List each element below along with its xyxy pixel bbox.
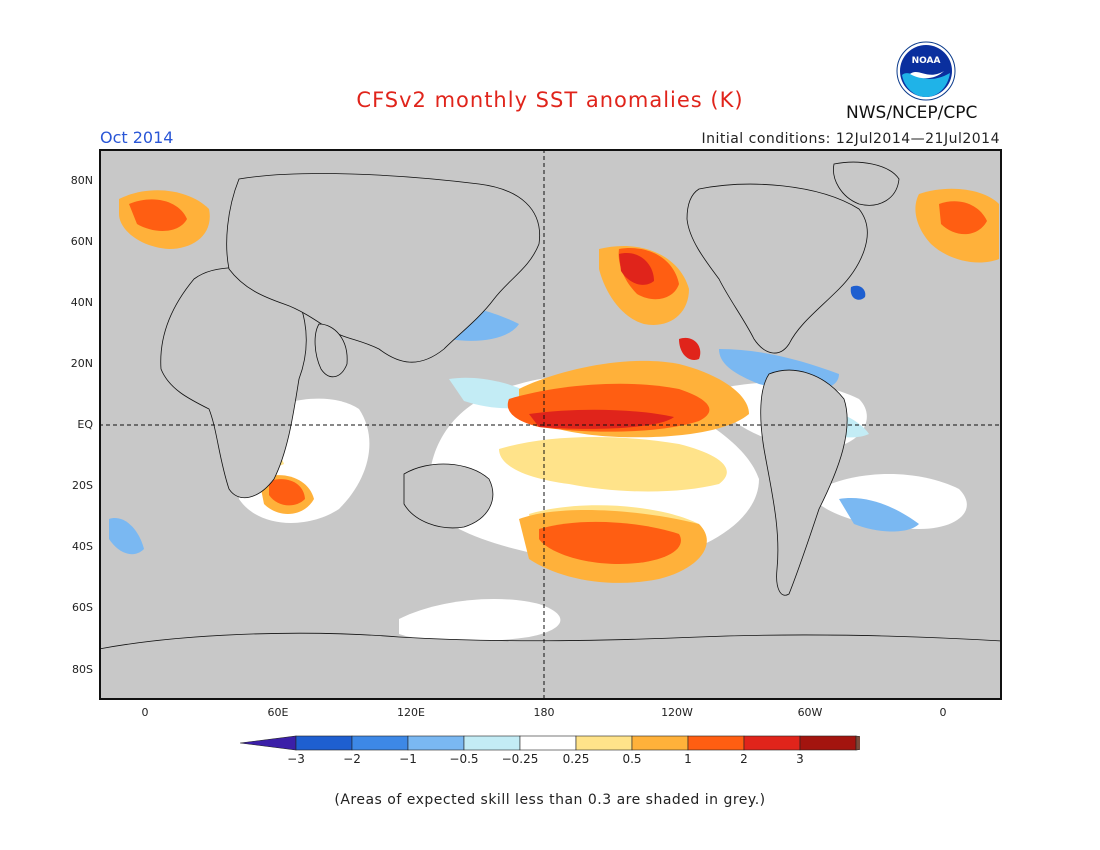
strong-cold-anomaly (850, 285, 866, 300)
colorbar-label: 0.5 (622, 752, 642, 766)
colorbar-label: 3 (796, 752, 804, 766)
colorbar-segment (743, 735, 801, 751)
noaa-logo-icon: NOAA (896, 41, 956, 101)
lat-label-80n: 80N (70, 174, 93, 187)
map-frame (99, 149, 1002, 700)
lat-label-80s: 80S (72, 663, 93, 676)
very-strong-warm-areas (529, 253, 701, 429)
noaa-logo-text: NOAA (912, 56, 941, 66)
south-america-landmass (760, 369, 848, 596)
australia-landmass (403, 463, 494, 529)
lon-label-180: 180 (533, 706, 555, 719)
colorbar-label: −0.25 (501, 752, 539, 766)
lat-label-20n: 20N (70, 357, 93, 370)
skill-footnote: (Areas of expected skill less than 0.3 a… (334, 792, 766, 808)
colorbar-segment (799, 735, 857, 751)
colorbar (240, 735, 860, 751)
agency-label: NWS/NCEP/CPC (846, 103, 978, 123)
colorbar-segment (407, 735, 465, 751)
map-title: CFSv2 monthly SST anomalies (K) (356, 88, 744, 112)
lat-label-20s: 20S (72, 479, 93, 492)
colorbar-segment (463, 735, 521, 751)
colorbar-label: 2 (740, 752, 748, 766)
antarctica-landmass (99, 632, 1002, 700)
colorbar-segment (687, 735, 745, 751)
lon-label-120w: 120W (661, 706, 693, 719)
lon-label-120e: 120E (397, 706, 425, 719)
colorbar-segment (351, 735, 409, 751)
lat-label-40s: 40S (72, 540, 93, 553)
forecast-month: Oct 2014 (100, 128, 174, 147)
colorbar-segment (519, 735, 577, 751)
lon-label-60e: 60E (267, 706, 289, 719)
greenland-landmass (833, 161, 900, 206)
colorbar-label: −1 (399, 752, 417, 766)
colorbar-label: 0.25 (562, 752, 590, 766)
colorbar-segment (631, 735, 689, 751)
lat-label-60n: 60N (70, 235, 93, 248)
colorbar-label: −0.5 (449, 752, 479, 766)
lon-label-0-east: 0 (939, 706, 947, 719)
colorbar-segment (240, 735, 297, 751)
eurasia-landmass (226, 173, 541, 363)
india-landmass (314, 323, 348, 378)
lon-label-0: 0 (141, 706, 149, 719)
colorbar-label: 1 (684, 752, 692, 766)
lat-label-60s: 60S (72, 601, 93, 614)
initial-conditions: Initial conditions: 12Jul2014—21Jul2014 (701, 131, 1000, 147)
sst-anomaly-map (99, 149, 1002, 700)
colorbar-segment (855, 735, 860, 751)
north-america-landmass (686, 183, 868, 354)
lat-label-eq: EQ (77, 418, 93, 431)
colorbar-label: −3 (287, 752, 305, 766)
colorbar-segment (575, 735, 633, 751)
colorbar-segment (295, 735, 353, 751)
lon-label-60w: 60W (797, 706, 823, 719)
colorbar-label: −2 (343, 752, 361, 766)
land-masses (99, 161, 1002, 700)
lat-label-40n: 40N (70, 296, 93, 309)
